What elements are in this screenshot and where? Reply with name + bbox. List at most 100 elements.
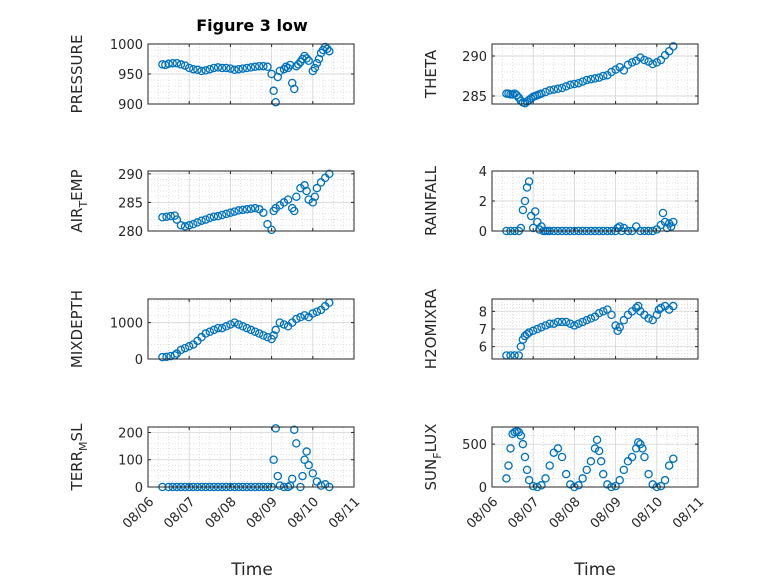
data-point <box>557 317 567 327</box>
y-axis-label: SUNFLUX <box>422 424 444 491</box>
data-points <box>158 298 334 362</box>
data-point <box>528 326 538 336</box>
data-point <box>664 461 674 470</box>
data-point <box>545 319 554 328</box>
data-point <box>549 85 559 94</box>
panel-6: 6 7 8 H2OMIXRA <box>422 288 699 369</box>
data-point <box>158 213 167 222</box>
data-point <box>615 475 624 485</box>
data-point <box>213 211 223 221</box>
data-point <box>158 352 167 362</box>
data-point <box>654 305 664 314</box>
data-point <box>246 63 256 72</box>
x-axis-label-right: Time <box>573 560 616 580</box>
data-point <box>205 64 215 74</box>
data-point <box>254 61 264 71</box>
axes-box <box>147 298 355 360</box>
data-point <box>541 321 550 330</box>
data-points <box>502 427 678 492</box>
data-point <box>594 73 604 82</box>
y-tick-label: 100 <box>118 454 143 469</box>
data-point <box>259 331 268 340</box>
data-point <box>209 63 219 73</box>
data-point <box>242 63 252 73</box>
data-point <box>656 303 666 313</box>
data-point <box>640 55 649 65</box>
data-point <box>557 452 567 462</box>
data-point <box>644 314 653 323</box>
x-tick-label: 08/07 <box>161 495 198 532</box>
data-point <box>518 439 528 449</box>
data-point <box>226 320 235 329</box>
data-point <box>269 86 278 96</box>
data-point <box>213 323 223 333</box>
y-axis-label-main: SUN <box>422 459 440 491</box>
data-point <box>522 330 532 339</box>
data-point <box>300 311 309 320</box>
data-point <box>246 204 256 213</box>
data-point <box>520 452 530 462</box>
data-point <box>201 215 210 224</box>
data-point <box>168 58 177 68</box>
data-point <box>294 60 303 69</box>
y-axis-label: PRESSURE <box>68 35 86 114</box>
data-point <box>238 205 248 215</box>
x-tick-label: 08/11 <box>670 495 707 532</box>
y-tick-label: 0 <box>479 481 487 496</box>
data-point <box>308 469 318 478</box>
data-point <box>586 74 596 84</box>
data-point <box>619 465 629 475</box>
data-point <box>250 203 260 213</box>
data-point <box>561 82 571 91</box>
panel-2: 285 290 THETA <box>422 42 699 108</box>
data-point <box>549 319 559 328</box>
data-point <box>308 309 318 318</box>
data-point <box>230 318 239 327</box>
y-tick-label: 200 <box>118 426 143 441</box>
data-point <box>586 457 596 466</box>
data-point <box>636 53 645 62</box>
y-axis-label: TERRMSL <box>68 423 90 492</box>
data-point <box>578 317 587 327</box>
x-tick-label: 08/08 <box>203 495 240 532</box>
y-tick-label: 285 <box>118 196 143 211</box>
data-point <box>594 446 604 456</box>
data-point <box>586 314 596 323</box>
data-point <box>502 474 511 483</box>
data-point <box>611 321 620 330</box>
data-points <box>502 42 678 108</box>
data-point <box>180 61 190 70</box>
data-point <box>619 66 629 75</box>
panel-8: 0 500 08/06 08/07 08/08 08/09 08/10 08/11 SUNFLU… <box>422 424 707 532</box>
data-point <box>574 319 583 328</box>
data-point <box>254 329 264 338</box>
data-point <box>662 223 672 233</box>
data-point <box>611 65 620 74</box>
data-point <box>648 315 657 325</box>
data-point <box>660 475 670 485</box>
data-point <box>259 61 268 71</box>
data-point <box>627 58 637 67</box>
data-point <box>578 474 587 483</box>
x-tick-label: 08/09 <box>244 495 281 532</box>
data-point <box>234 320 243 329</box>
data-point <box>273 471 283 481</box>
data-point <box>656 481 666 491</box>
data-point <box>275 481 285 490</box>
panel-5: 0 1000 MIXDEPTH <box>68 290 355 368</box>
panel-4: 0 2 4 RAINFALL <box>422 165 699 240</box>
data-point <box>652 58 662 67</box>
data-point <box>285 60 295 70</box>
data-point <box>304 56 313 66</box>
y-axis-label: MIXDEPTH <box>68 290 86 368</box>
data-point <box>524 177 534 186</box>
data-point <box>615 222 624 231</box>
data-point <box>533 324 542 334</box>
data-point <box>238 64 248 73</box>
data-point <box>197 216 206 225</box>
data-point <box>574 481 583 490</box>
y-axis-label: RAINFALL <box>422 165 440 236</box>
data-point <box>566 80 575 90</box>
data-point <box>666 222 676 231</box>
data-point <box>189 219 198 229</box>
